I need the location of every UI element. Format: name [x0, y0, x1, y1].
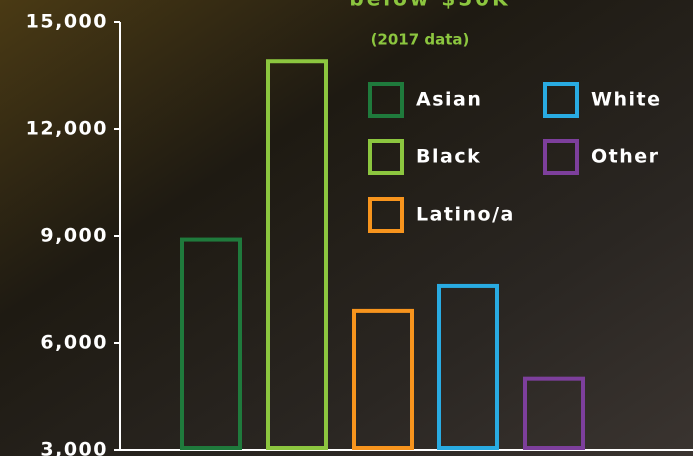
legend-label: White [591, 89, 661, 111]
bar [352, 308, 414, 450]
bar [266, 59, 328, 450]
bar [180, 237, 242, 450]
legend-swatch [543, 139, 579, 175]
bar [523, 376, 585, 450]
legend-swatch [543, 82, 579, 118]
chart-title: below $50K [349, 0, 510, 11]
y-tick-label: 6,000 [40, 332, 108, 354]
chart-subtitle: (2017 data) [371, 31, 470, 49]
y-tick-label: 12,000 [26, 118, 108, 140]
legend-swatch [368, 82, 404, 118]
legend-label: Black [416, 146, 481, 168]
y-tick-label: 15,000 [26, 11, 108, 33]
y-tick-label: 3,000 [40, 439, 108, 456]
bar [437, 283, 499, 450]
legend-label: Asian [416, 89, 482, 111]
legend-label: Other [591, 146, 660, 168]
y-tick-label: 9,000 [40, 225, 108, 247]
legend-swatch [368, 139, 404, 175]
legend-swatch [368, 197, 404, 233]
legend-label: Latino/a [416, 204, 515, 226]
